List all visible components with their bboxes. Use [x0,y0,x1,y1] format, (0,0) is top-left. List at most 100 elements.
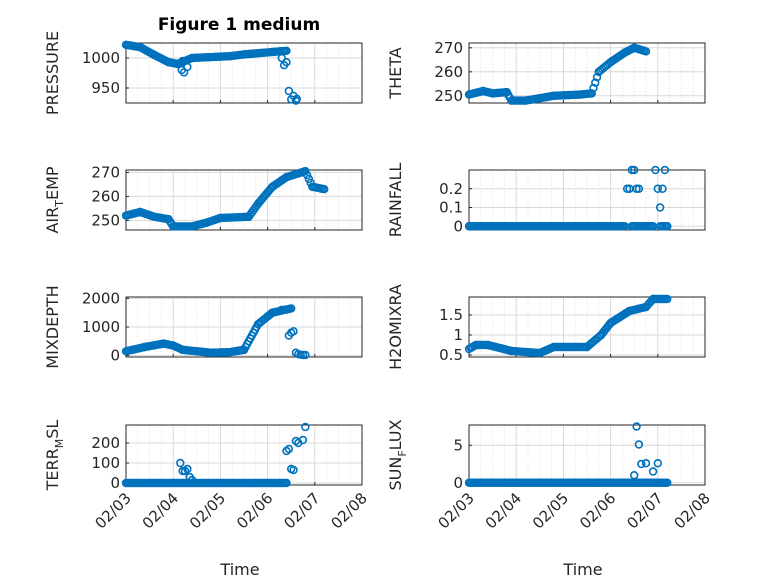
x-tick-label: 02/04 [139,489,182,532]
panel-4: 00.10.2 RAINFALL [386,163,706,238]
x-tick-label: 02/08 [671,489,714,532]
x-tick-label: 02/08 [328,489,371,532]
data-point [637,459,646,469]
y-tick-label: 0 [110,347,120,365]
axes-box [125,169,363,231]
data-point [287,304,296,313]
data-point [289,465,298,475]
data-point [587,89,596,98]
data-point [629,471,639,480]
y-tick-label: 250 [91,211,120,229]
data-point [634,184,644,193]
y-axis-label: PRESSURE [43,31,62,115]
axes-box [125,42,363,104]
x-axis-label-right: Time [562,560,602,579]
data-point [641,47,651,56]
axes-box [468,42,706,104]
panel-2: 250 260 270 THETA [386,39,706,105]
data-point [277,53,286,63]
x-tick-label: 02/06 [576,489,619,532]
data-point [632,422,641,431]
data-point [641,459,651,468]
data-point [277,305,286,315]
y-tick-label: 250 [434,87,463,105]
y-tick-label: 2000 [82,289,120,307]
data-point [648,467,658,476]
y-tick-label: 260 [91,187,120,205]
y-tick-label: 0.2 [439,180,463,198]
series-markers [121,304,310,360]
series-markers [121,40,302,105]
y-label-main: RAINFALL [386,163,405,238]
y-tick-label: 950 [91,79,120,97]
series-markers [121,167,329,231]
x-tick-label: 02/05 [186,489,229,532]
data-point [592,72,602,82]
y-label-sub: F [396,450,409,456]
data-point [658,184,667,193]
y-tick-label: 5 [453,436,463,454]
x-tick-label: 02/05 [529,489,572,532]
x-tick-label: 02/07 [280,489,323,532]
y-label-tail: SL [43,420,62,439]
y-axis-label: RAINFALL [386,163,405,238]
y-tick-label: 100 [91,454,120,472]
panel-6: 0.5 1 1.5 H2OMIXRA [386,284,706,370]
x-tick-label: 02/04 [482,489,525,532]
y-label-sub: T [53,200,66,208]
y-axis-label: AIRTEMP [43,166,66,233]
data-point [292,94,302,104]
y-label-tail: LUX [386,419,405,450]
y-label-sub: M [53,439,66,449]
y-label-main: TERR [43,448,62,491]
axes-box [468,296,706,358]
series-markers [121,422,310,488]
y-tick-label: 200 [91,434,120,452]
data-point [655,203,665,212]
data-point [634,440,644,449]
y-tick-label: 1000 [82,49,120,67]
data-point [178,56,187,66]
y-tick-label: 1 [453,326,463,344]
series-markers [464,422,672,487]
y-tick-label: 0.5 [439,346,463,364]
series-markers [464,294,672,358]
y-axis-label: MIXDEPTH [43,285,62,368]
x-axis-label-left: Time [219,560,259,579]
data-point [298,435,308,445]
figure-title: Figure 1 medium [158,15,320,35]
data-point [304,174,314,184]
data-point [183,464,192,474]
data-point [282,57,291,67]
data-point [653,184,662,193]
data-point [282,46,291,55]
y-label-main: PRESSURE [43,31,62,115]
y-tick-label: 260 [434,63,463,81]
y-axis-label: SUNFLUX [386,419,409,490]
x-tick-label: 02/03 [435,489,478,532]
data-point [320,185,329,194]
y-axis-label: THETA [386,47,405,99]
data-point [284,444,294,454]
data-point [663,478,672,487]
x-tick-label: 02/03 [92,489,135,532]
data-point [663,294,672,304]
y-label-tail: EMP [43,166,62,200]
data-point [301,350,310,360]
y-tick-label: 0 [453,474,463,492]
data-point [284,86,294,96]
y-tick-label: 1000 [82,318,120,336]
y-axis-label: H2OMIXRA [386,284,405,370]
y-label-main: AIR [43,207,62,234]
data-point [591,78,600,87]
data-point [301,167,310,176]
y-label-main: SUN [386,457,405,491]
data-point [282,478,291,488]
panel-8: 0 5 SUNFLUX 02/03 02/04 02/05 02/06 02/07 02/08 [386,419,714,532]
panel-7: 0 100 200 TERRMSL 02/03 02/04 02/05 02/06 02/07 0… [43,420,371,533]
y-label-main: MIXDEPTH [43,285,62,368]
data-point [183,62,192,72]
data-point [187,475,197,485]
panel-3: 250 260 270 AIRTEMP [43,163,363,234]
